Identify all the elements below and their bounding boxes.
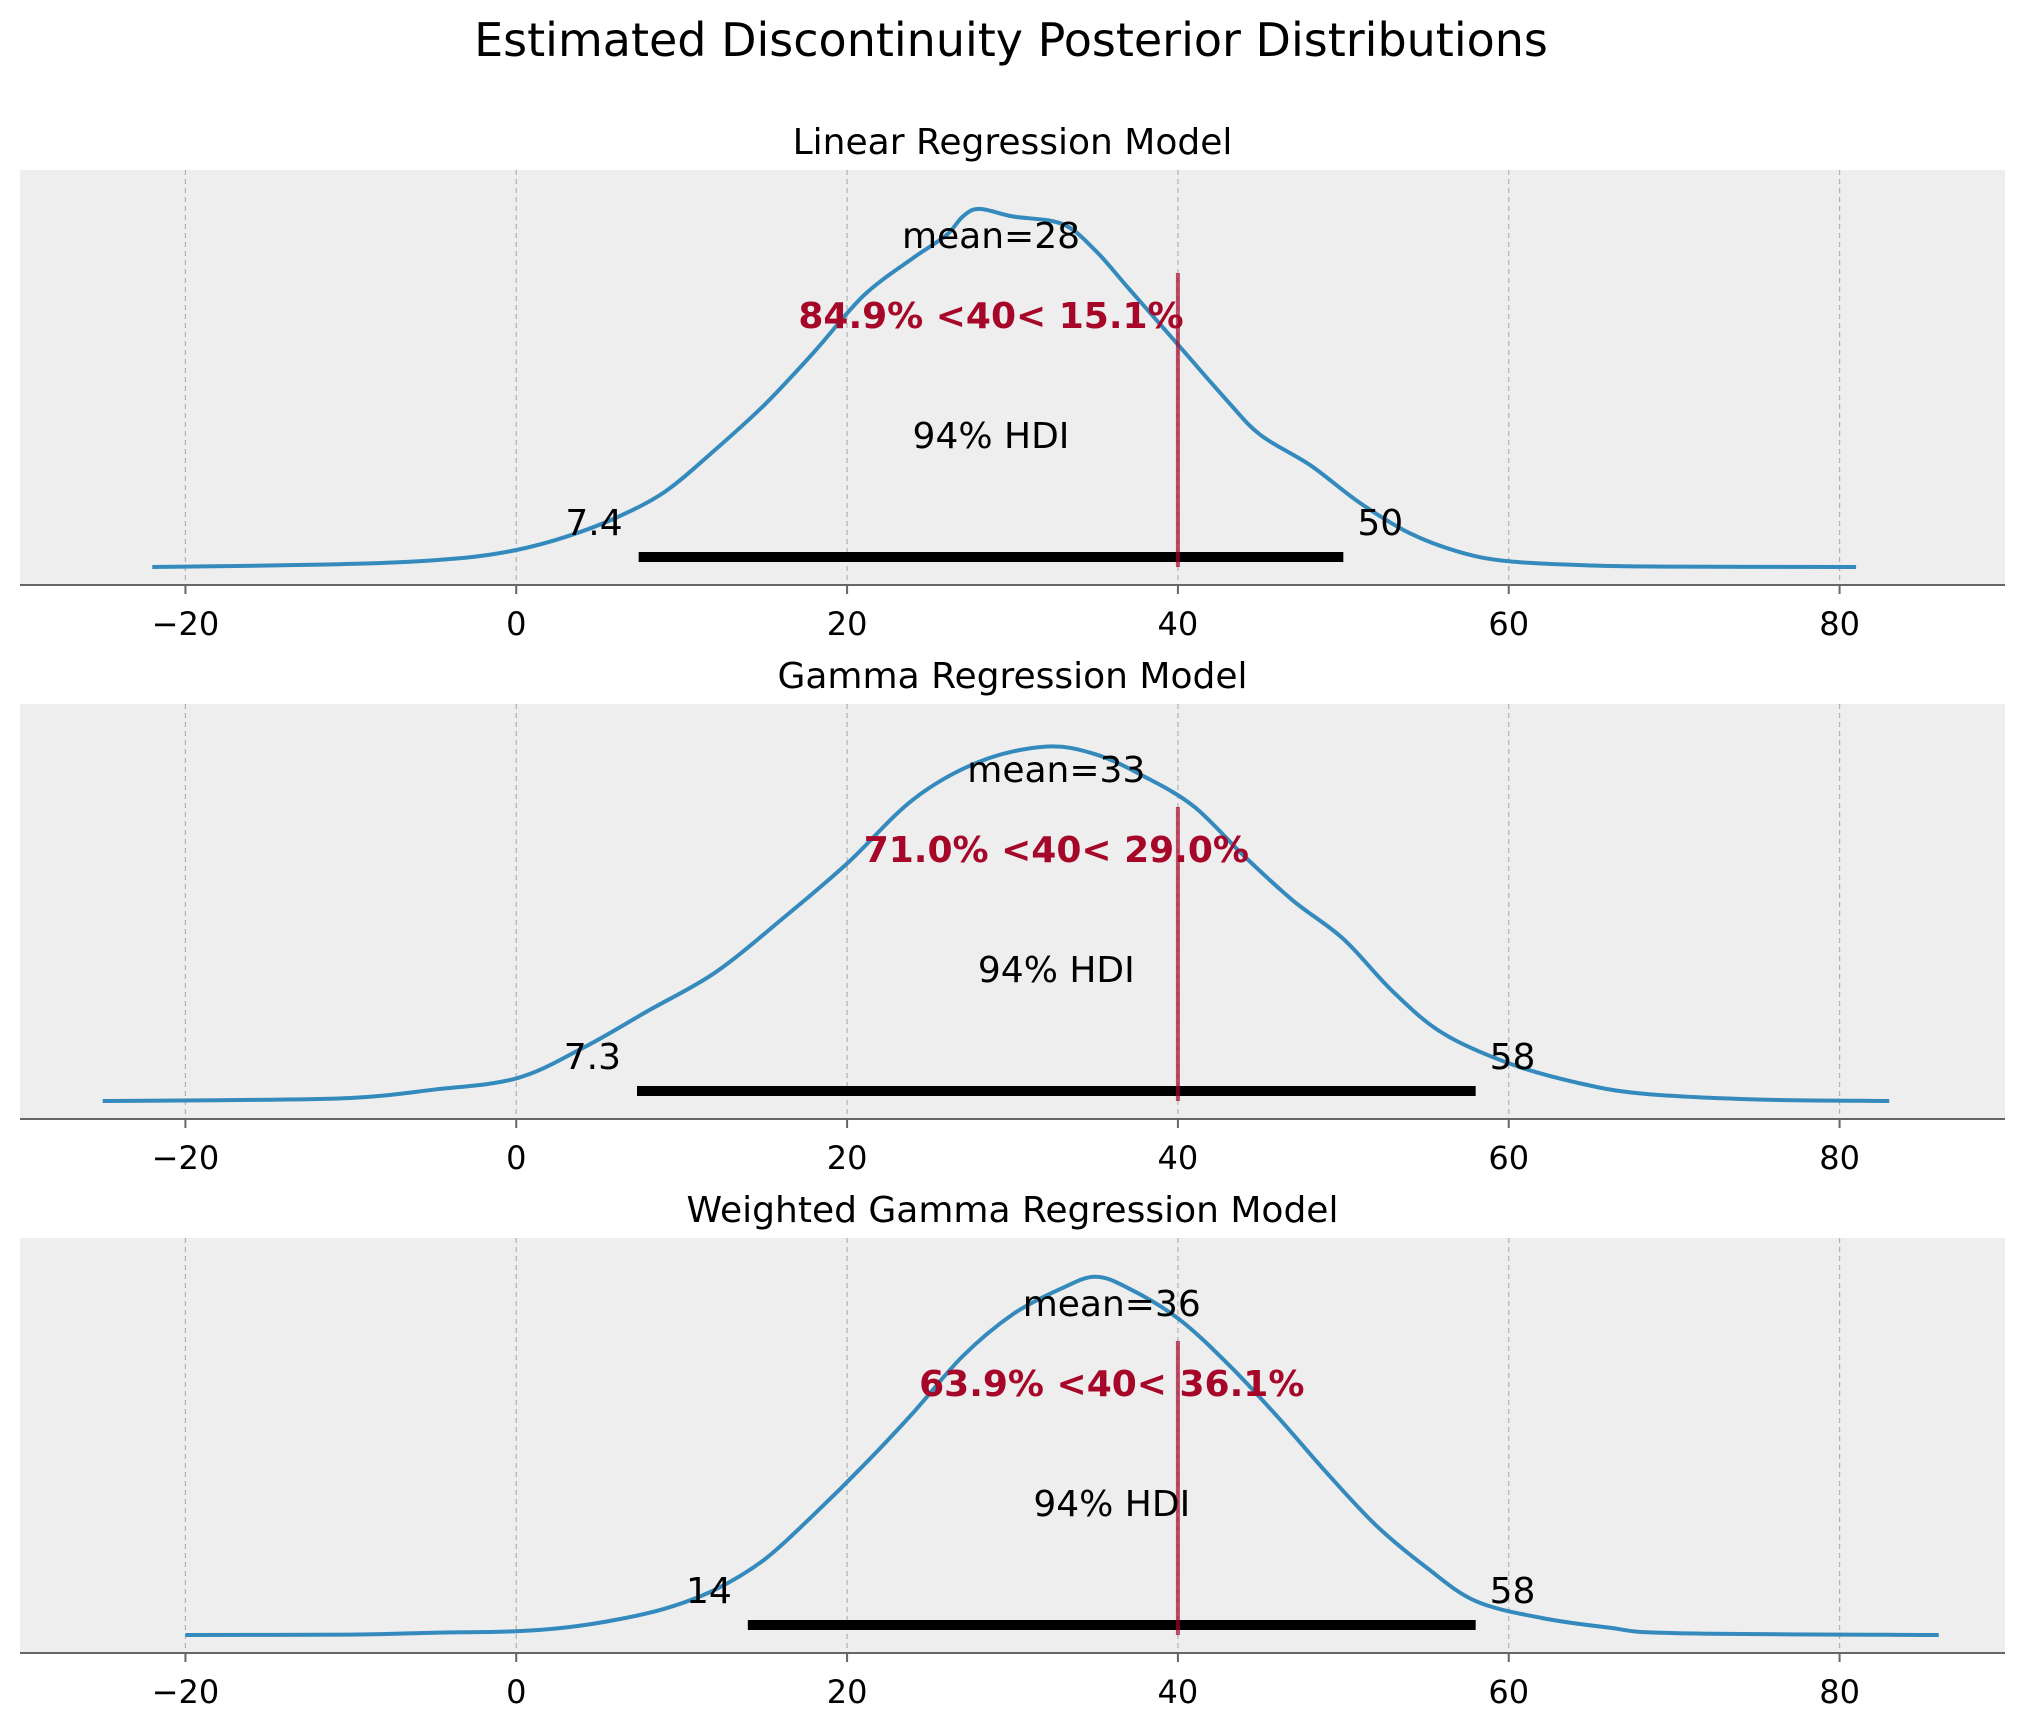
mean-label: mean=36 (1023, 1284, 1201, 1325)
x-tick-label: 0 (506, 605, 526, 643)
x-tick-label: 20 (827, 605, 868, 643)
x-tick-label: 0 (506, 1673, 526, 1711)
x-tick-label: −20 (152, 605, 220, 643)
hdi-high-label: 58 (1490, 1037, 1536, 1078)
reference-label: 84.9% <40< 15.1% (798, 296, 1183, 337)
x-tick-label: 60 (1488, 1139, 1529, 1177)
x-tick-label: −20 (152, 1139, 220, 1177)
x-tick-label: 40 (1158, 1139, 1199, 1177)
x-tick-label: 60 (1488, 1673, 1529, 1711)
hdi-label: 94% HDI (978, 950, 1135, 991)
panel-title: Gamma Regression Model (777, 656, 1247, 697)
panel-title: Linear Regression Model (793, 122, 1233, 163)
x-tick-label: 80 (1819, 1139, 1860, 1177)
reference-label: 63.9% <40< 36.1% (919, 1364, 1304, 1405)
panels: −20 0 20 40 60 80 Linear Regression Model 7.4 50… (20, 122, 2005, 1711)
x-tick-label: 0 (506, 1139, 526, 1177)
density-curve (102, 744, 1890, 1103)
hdi-label: 94% HDI (1033, 1484, 1190, 1525)
panel-1: −20 0 20 40 60 80 Linear Regression Model 7.4 50… (20, 122, 2005, 643)
hdi-low-label: 14 (686, 1571, 732, 1612)
x-tick-label: 80 (1819, 1673, 1860, 1711)
plot-area (20, 170, 2005, 585)
hdi-label: 94% HDI (913, 416, 1070, 457)
x-tick-label: −20 (152, 1673, 220, 1711)
panel-3: −20 0 20 40 60 80 Weighted Gamma Regression Mo… (20, 1190, 2005, 1711)
panel-2: −20 0 20 40 60 80 Gamma Regression Model 7.3 58 m… (20, 656, 2005, 1177)
hdi-high-label: 50 (1357, 503, 1403, 544)
x-tick-label: 80 (1819, 605, 1860, 643)
panel-title: Weighted Gamma Regression Model (687, 1190, 1339, 1231)
x-tick-label: 40 (1158, 605, 1199, 643)
x-tick-label: 20 (827, 1139, 868, 1177)
hdi-low-label: 7.3 (564, 1037, 621, 1078)
hdi-high-label: 58 (1490, 1571, 1536, 1612)
plot-area (20, 1238, 2005, 1653)
density-curve (185, 1274, 1939, 1637)
reference-label: 71.0% <40< 29.0% (864, 830, 1249, 871)
x-tick-label: 60 (1488, 605, 1529, 643)
density-curve (152, 206, 1857, 569)
plot-area (20, 704, 2005, 1119)
hdi-low-label: 7.4 (565, 503, 622, 544)
x-tick-label: 20 (827, 1673, 868, 1711)
mean-label: mean=33 (967, 750, 1145, 791)
figure-title: Estimated Discontinuity Posterior Distri… (474, 13, 1548, 67)
mean-label: mean=28 (902, 216, 1080, 257)
x-tick-label: 40 (1158, 1673, 1199, 1711)
